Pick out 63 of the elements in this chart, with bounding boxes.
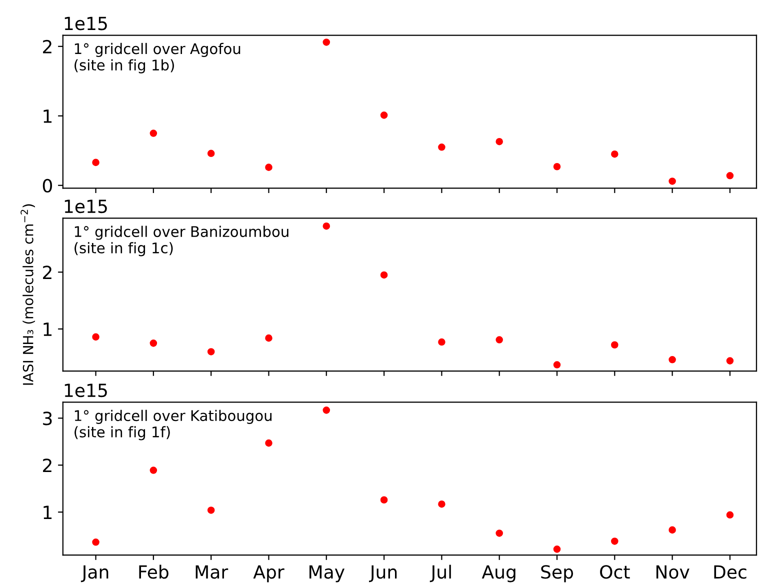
point (322, 38, 330, 46)
text: 1e15 (64, 384, 107, 398)
point (92, 333, 100, 341)
point (150, 130, 158, 137)
point (438, 144, 446, 151)
point (611, 150, 618, 158)
y-tick-label: 2 (43, 458, 52, 472)
x-tick-label: Aug (482, 565, 516, 582)
point (496, 530, 503, 537)
point (438, 338, 446, 346)
point (668, 178, 676, 185)
point (553, 162, 561, 170)
x-tick-label: Jul (430, 564, 451, 582)
point (438, 500, 446, 508)
point (265, 334, 272, 342)
x-tick-label: Feb (139, 564, 168, 579)
x-tick-label: Mar (196, 565, 228, 579)
y-tick-label: 0 (42, 178, 52, 192)
point (668, 356, 676, 364)
x-tick-label: Apr (253, 565, 284, 582)
y-tick-label: 3 (43, 412, 52, 426)
point (553, 361, 561, 368)
point (207, 150, 215, 158)
point (92, 538, 100, 546)
x-tick-label: Jun (369, 565, 397, 582)
x-tick-label: Oct (600, 565, 630, 579)
point (92, 158, 100, 166)
point (265, 439, 272, 447)
point (207, 348, 215, 356)
point (322, 222, 330, 230)
annotation: 1° gridcell over Banizoumbou (site in fig 1c) (74, 226, 288, 256)
point (611, 538, 618, 545)
annotation: 1° gridcell over Agofou (site in fig 1b) (74, 42, 240, 74)
y-axis-title: IASI NH₃ (molecules cm$^{−2}$) (20, 204, 35, 385)
x-tick-label: May (309, 565, 345, 582)
text: 1e15 (64, 200, 107, 214)
point (726, 357, 734, 364)
point (150, 340, 158, 347)
point (611, 341, 618, 349)
y-tick-label: 1 (44, 506, 52, 519)
point (553, 546, 561, 553)
y-tick-label: 1 (44, 322, 52, 336)
point (150, 466, 158, 474)
point (380, 112, 388, 119)
y-tick-label: 1 (44, 110, 52, 123)
x-tick-label: Nov (656, 565, 690, 579)
point (380, 496, 388, 504)
point (207, 506, 215, 514)
x-tick-label: Sep (541, 565, 574, 582)
point (668, 526, 676, 534)
x-tick-label: Dec (714, 565, 746, 579)
point (322, 406, 330, 414)
point (265, 164, 272, 171)
x-tick-label: Jan (80, 565, 108, 582)
y-tick-label: 2 (43, 266, 52, 279)
point (380, 271, 388, 279)
y-tick-label: 2 (43, 40, 52, 54)
point (726, 172, 734, 180)
point (496, 336, 503, 344)
point (496, 138, 503, 146)
annotation: 1° gridcell over Katibougou (site in fig 1f) (74, 410, 272, 440)
text: 1e15 (64, 16, 107, 30)
point (726, 511, 734, 519)
